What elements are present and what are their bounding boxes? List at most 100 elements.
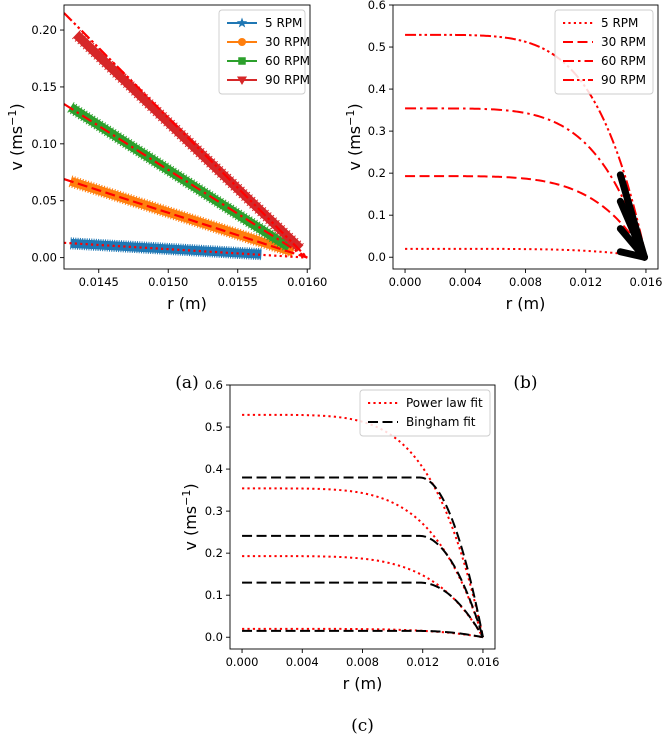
- data-point: [255, 247, 257, 260]
- y-tick-label: 0.3: [205, 504, 223, 518]
- axes-frame: [392, 4, 659, 270]
- data-point: [214, 165, 224, 176]
- data-point: [95, 238, 97, 251]
- data-point: [196, 216, 202, 228]
- legend-label: 60 RPM: [601, 54, 646, 68]
- x-tick-label: 0.0150: [148, 275, 188, 289]
- x-tick-label: 0.004: [449, 275, 482, 289]
- data-point: [184, 243, 187, 256]
- data-point: [176, 130, 186, 140]
- data-point: [76, 237, 79, 250]
- y-tick-label: 0.00: [31, 251, 57, 265]
- panel-a-power-law-experimental-chart: 0.0145 0.0150 0.0155 0.0160 0.00 0.05 0.10 0.15…: [6, 4, 327, 393]
- fit-line: [64, 178, 308, 259]
- data-point: [206, 158, 216, 168]
- data-point: [223, 246, 225, 259]
- data-point: [85, 42, 95, 53]
- data-point: [154, 242, 157, 255]
- data-point: [152, 242, 155, 255]
- y-tick-label: 0.20: [31, 23, 57, 37]
- legend-frame: [359, 389, 491, 437]
- data-point: [192, 145, 202, 155]
- bingham-fit-curve: [242, 476, 484, 638]
- data-point: [139, 94, 149, 104]
- data-point: [253, 221, 261, 232]
- data-point: [88, 45, 98, 55]
- data-point: [202, 244, 205, 257]
- data-point: [186, 243, 189, 257]
- x-tick-label: 0.0155: [218, 275, 258, 289]
- model-curve-5-rpm: [405, 247, 647, 259]
- y-axis-label-close: ): [181, 483, 200, 489]
- x-tick-label: 0.008: [509, 275, 542, 289]
- data-point: [82, 40, 92, 50]
- data-point: [111, 239, 113, 252]
- data-point: [271, 233, 279, 244]
- legend-label: 30 RPM: [601, 35, 646, 49]
- data-point: [159, 242, 161, 255]
- data-point: [190, 142, 200, 153]
- data-point: [88, 115, 96, 127]
- legend-frame: [554, 9, 654, 95]
- data-point: [281, 230, 291, 240]
- legend-item: 90 RPM: [227, 73, 310, 87]
- data-point: [99, 239, 102, 252]
- y-tick-label: 0.0: [368, 250, 386, 264]
- data-point: [266, 238, 271, 250]
- data-point: [198, 150, 208, 160]
- data-point: [216, 168, 227, 178]
- power-law-fit-curve: [242, 627, 484, 639]
- data-point: [120, 240, 123, 253]
- y-axis-label-exponent: −1: [6, 110, 19, 126]
- data-point: [219, 171, 229, 181]
- y-axis-label-exponent: −1: [180, 490, 193, 506]
- data-point: [246, 247, 248, 260]
- data-point: [221, 201, 230, 212]
- data-point: [79, 237, 81, 250]
- y-axis-label-main: v (ms: [181, 506, 200, 551]
- data-point: [96, 120, 104, 132]
- data-point: [216, 197, 224, 209]
- x-tick-label: 0.012: [569, 275, 602, 289]
- data-point: [251, 201, 261, 212]
- data-point: [203, 189, 211, 201]
- data-point: [72, 105, 80, 117]
- data-point: [124, 139, 133, 150]
- data-point: [104, 60, 114, 71]
- data-point: [168, 242, 171, 255]
- data-point: [109, 128, 117, 140]
- data-point: [88, 238, 91, 251]
- data-point: [239, 229, 245, 242]
- data-point: [258, 224, 266, 236]
- y-tick-label: 0.6: [205, 378, 223, 392]
- y-tick-label: 0.1: [205, 588, 223, 602]
- y-tick-label: 0.5: [205, 420, 223, 434]
- x-tick-label: 0.0160: [287, 275, 327, 289]
- x-axis-label: r (m): [167, 294, 207, 313]
- data-point: [114, 132, 122, 143]
- data-point: [243, 247, 246, 260]
- y-tick-label: 0.4: [205, 462, 223, 476]
- data-point: [130, 194, 135, 207]
- data-point: [234, 246, 237, 259]
- data-point: [151, 155, 159, 167]
- data-point: [136, 91, 146, 101]
- data-point: [71, 176, 76, 189]
- data-point: [195, 244, 198, 257]
- data-point: [161, 162, 169, 174]
- model-curve-60-rpm: [405, 107, 647, 258]
- y-tick-label: 0.4: [368, 82, 386, 96]
- data-point: [170, 243, 173, 256]
- legend-label: 90 RPM: [265, 73, 310, 87]
- data-point: [132, 144, 141, 155]
- data-point: [80, 37, 90, 47]
- plot-area: [405, 33, 648, 261]
- data-point: [174, 127, 184, 137]
- plot-area: [242, 413, 484, 639]
- data-point: [187, 140, 197, 150]
- data-point: [106, 63, 116, 73]
- data-point: [230, 246, 232, 259]
- data-point: [289, 237, 299, 248]
- data-point: [265, 214, 275, 225]
- legend: 5 RPM 30 RPM 60 RPM 90 RPM: [554, 9, 654, 95]
